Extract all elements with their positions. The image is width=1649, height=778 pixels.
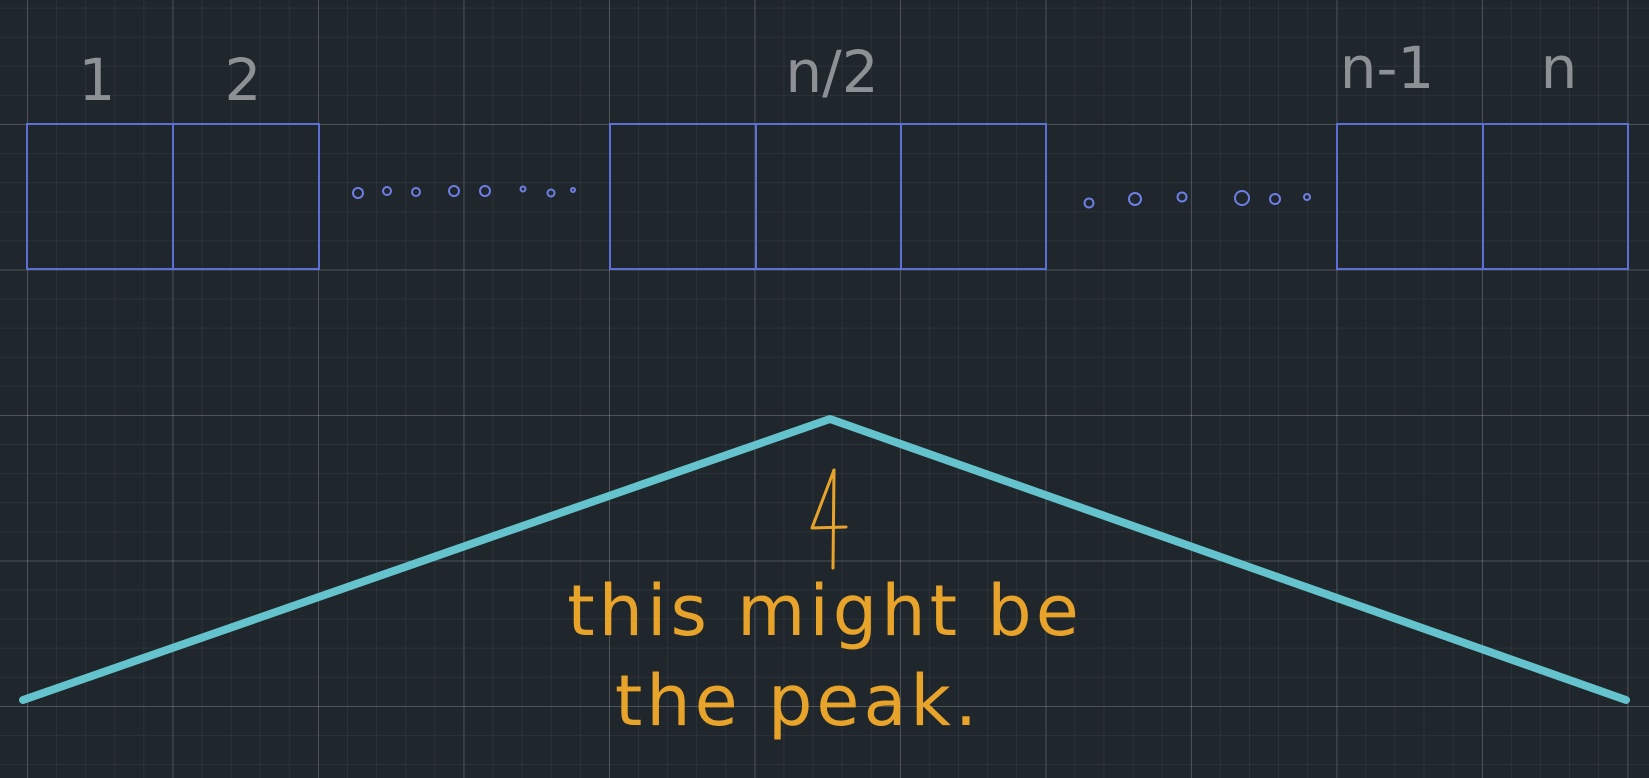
ellipsis-dot <box>352 187 364 199</box>
annotation-line-1: this might be <box>567 570 1083 652</box>
ellipsis-dot <box>1234 190 1250 206</box>
array-cell-2 <box>172 123 320 270</box>
ellipsis-dots-left <box>352 185 576 199</box>
ellipsis-dot <box>448 185 460 197</box>
array-cells-right <box>1336 123 1629 270</box>
peak-triangle-line <box>19 415 1630 704</box>
array-cells-left <box>26 123 320 270</box>
array-cell-after-middle <box>900 123 1047 270</box>
annotation-line-2: the peak. <box>615 660 981 742</box>
ellipsis-dot <box>1176 191 1188 203</box>
ellipsis-dot <box>479 185 491 197</box>
up-arrow-icon <box>810 468 848 570</box>
array-cell-n <box>1482 123 1629 270</box>
index-label-n: n <box>1541 34 1578 102</box>
array-cell-n-minus-1 <box>1336 123 1484 270</box>
ellipsis-dot <box>546 188 556 198</box>
index-label-n-minus-1: n-1 <box>1340 34 1435 102</box>
ellipsis-dot <box>519 185 527 193</box>
ellipsis-dot <box>411 187 421 197</box>
index-label-n-half: n/2 <box>785 38 878 106</box>
array-cell-1 <box>26 123 174 270</box>
ellipsis-dot <box>1303 193 1311 201</box>
index-label-1: 1 <box>79 46 116 114</box>
ellipsis-dot <box>1083 197 1095 209</box>
ellipsis-dot <box>1269 193 1281 205</box>
ellipsis-dot <box>570 187 576 193</box>
ellipsis-dot <box>382 186 392 196</box>
ellipsis-dots-right <box>1083 190 1311 209</box>
index-label-2: 2 <box>225 46 262 114</box>
array-cell-middle <box>755 123 902 270</box>
ellipsis-dot <box>1128 192 1142 206</box>
array-cell-before-middle <box>609 123 757 270</box>
array-cells-middle <box>609 123 1047 270</box>
